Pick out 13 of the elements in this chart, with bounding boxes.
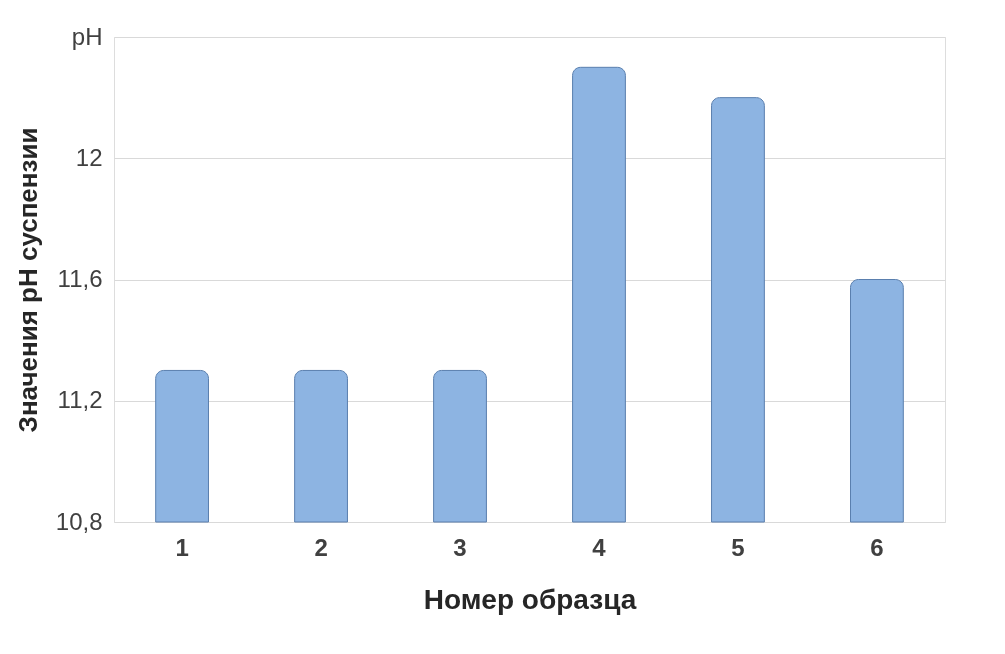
y-tick-label: 11,6 (57, 265, 103, 292)
x-tick-label: 4 (592, 533, 607, 561)
x-axis-title: Номер образца (423, 583, 637, 615)
x-tick-label: 2 (314, 533, 328, 561)
x-tick-label: 5 (731, 533, 745, 561)
y-tick-label: 10,8 (55, 507, 103, 535)
x-tick-label: 1 (175, 533, 189, 561)
y-axis-title: Значения pH суспензии (12, 127, 43, 433)
x-tick-label: 6 (870, 533, 884, 561)
x-tick-label: 3 (453, 533, 467, 561)
y-tick-label: 11,2 (57, 386, 103, 414)
y-tick-label: 12 (75, 143, 103, 171)
y-tick-label: pH (71, 22, 103, 50)
